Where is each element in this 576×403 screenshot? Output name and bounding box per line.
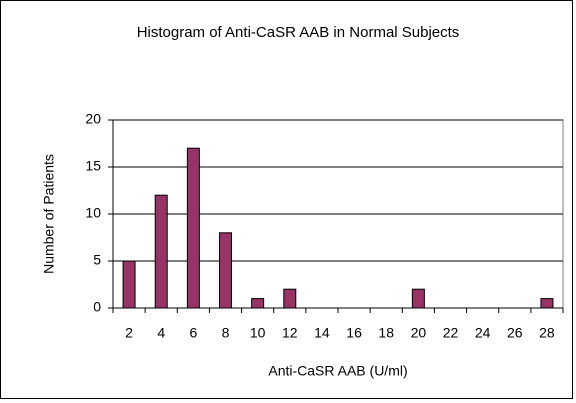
x-tick-label: 10 bbox=[250, 325, 266, 341]
y-tick-label: 15 bbox=[85, 158, 101, 174]
bar bbox=[186, 147, 200, 309]
x-tick-label: 4 bbox=[157, 325, 165, 341]
y-tick-label: 20 bbox=[85, 111, 101, 127]
x-tick-label: 8 bbox=[222, 325, 230, 341]
y-axis-label: Number of Patients bbox=[41, 154, 57, 274]
x-tick-label: 20 bbox=[411, 325, 427, 341]
x-tick-label: 18 bbox=[378, 325, 394, 341]
y-tick-label: 5 bbox=[93, 252, 101, 268]
bar bbox=[283, 288, 297, 309]
x-tick-label: 28 bbox=[539, 325, 555, 341]
x-axis-label: Anti-CaSR AAB (U/ml) bbox=[268, 363, 407, 379]
bar bbox=[219, 232, 232, 309]
x-tick-label: 24 bbox=[475, 325, 491, 341]
x-tick-label: 16 bbox=[346, 325, 362, 341]
bar bbox=[122, 260, 136, 309]
bar bbox=[251, 298, 265, 309]
y-tick-label: 0 bbox=[93, 299, 101, 315]
x-tick-label: 14 bbox=[314, 325, 330, 341]
x-tick-label: 2 bbox=[125, 325, 133, 341]
bar bbox=[540, 298, 554, 309]
x-tick-label: 26 bbox=[507, 325, 523, 341]
x-tick-label: 22 bbox=[443, 325, 459, 341]
bar bbox=[411, 288, 425, 309]
x-tick-label: 12 bbox=[282, 325, 298, 341]
y-tick-label: 10 bbox=[85, 205, 101, 221]
x-tick-label: 6 bbox=[189, 325, 197, 341]
bar bbox=[154, 194, 168, 309]
chart-title: Histogram of Anti-CaSR AAB in Normal Sub… bbox=[136, 24, 460, 41]
